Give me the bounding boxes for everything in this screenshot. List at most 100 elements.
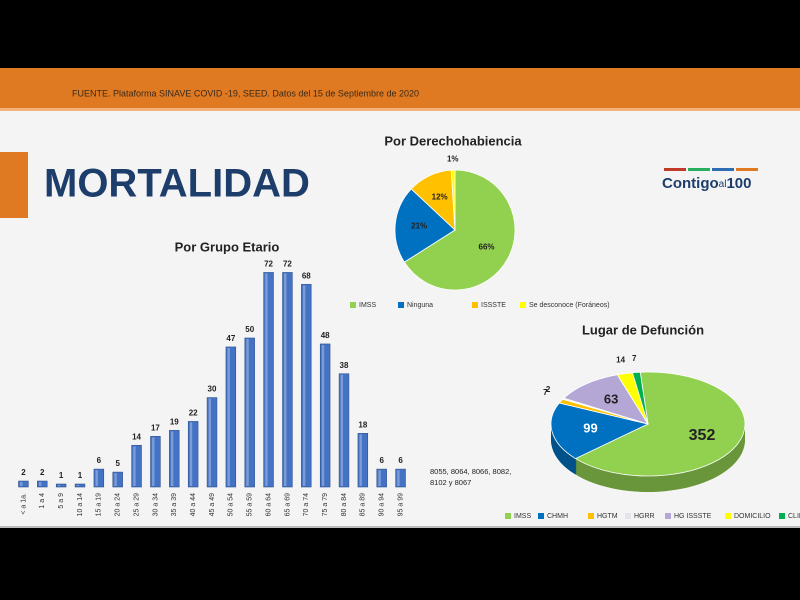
data-label: 50 xyxy=(245,325,254,334)
data-label: 352 xyxy=(689,427,716,444)
bar-highlight xyxy=(340,374,344,486)
pie-slice xyxy=(394,188,456,263)
bar xyxy=(150,436,161,488)
x-tick-label: 95 a 99 xyxy=(397,493,404,516)
pie-slice xyxy=(403,169,516,291)
legend-label: CHMH xyxy=(547,513,568,520)
data-label: 17 xyxy=(151,423,160,432)
bar xyxy=(55,483,67,488)
data-label: 38 xyxy=(340,361,349,370)
bar-highlight xyxy=(265,273,268,486)
x-tick-label: 5 a 9 xyxy=(58,493,65,509)
pie-slice xyxy=(450,169,456,231)
bar xyxy=(169,430,180,488)
bar-highlight xyxy=(189,422,193,486)
pie-slice xyxy=(574,371,746,477)
pie-slice xyxy=(563,374,649,425)
accent-block xyxy=(0,152,28,218)
x-tick-label: 45 a 49 xyxy=(209,493,216,516)
logo-stripe xyxy=(688,168,710,171)
bar xyxy=(37,480,48,488)
data-label: 48 xyxy=(321,331,330,340)
legend-swatch xyxy=(779,513,785,519)
bar xyxy=(112,471,123,488)
x-tick-label: 35 a 39 xyxy=(171,493,178,516)
bar xyxy=(395,468,406,488)
x-tick-label: 85 a 89 xyxy=(360,493,367,516)
data-label: 7 xyxy=(543,388,548,397)
data-label: 1 xyxy=(59,471,64,480)
data-label: 30 xyxy=(208,385,217,394)
bar-highlight xyxy=(302,285,306,486)
x-tick-label: 50 a 54 xyxy=(228,493,235,516)
legend-label: Ninguna xyxy=(407,302,433,309)
x-tick-label: 80 a 84 xyxy=(341,493,348,516)
data-label: 6 xyxy=(398,456,403,465)
legend-swatch xyxy=(538,513,544,519)
bar xyxy=(376,468,387,488)
pie-slice xyxy=(631,371,649,425)
data-label: 68 xyxy=(302,271,311,280)
legend-swatch xyxy=(625,513,631,519)
data-label: 5 xyxy=(115,459,120,468)
data-label: 1% xyxy=(447,154,459,163)
x-tick-label: 10 a 14 xyxy=(77,493,84,516)
legend-swatch xyxy=(350,302,356,308)
note: 8102 y 8067 xyxy=(430,478,471,487)
bar xyxy=(319,343,331,488)
logo-stripe xyxy=(736,168,758,171)
legend-swatch xyxy=(588,513,594,519)
legend-swatch xyxy=(665,513,671,519)
source-text: FUENTE. Plataforma SINAVE COVID -19, SEE… xyxy=(72,88,419,98)
logo-text: Contigoal100 xyxy=(662,175,751,192)
bar-highlight xyxy=(170,431,174,486)
bar-highlight xyxy=(284,273,287,486)
bar-highlight xyxy=(38,482,42,486)
x-tick-label: 30 a 34 xyxy=(152,493,159,516)
data-label: 14 xyxy=(616,356,625,365)
x-tick-label: 15 a 19 xyxy=(96,493,103,516)
legend-swatch xyxy=(472,302,478,308)
bar xyxy=(282,272,293,488)
page-title: MORTALIDAD xyxy=(44,162,310,206)
header-band xyxy=(0,68,800,108)
legend-swatch xyxy=(505,513,511,519)
x-tick-label: 90 a 94 xyxy=(379,493,386,516)
data-label: 72 xyxy=(264,260,273,269)
x-tick-label: 75 a 79 xyxy=(322,493,329,516)
x-tick-label: < a 1a. xyxy=(20,493,27,515)
bar xyxy=(338,373,350,488)
bar-highlight xyxy=(321,344,325,486)
bar-highlight xyxy=(359,434,362,486)
chart-title: Lugar de Defunción xyxy=(582,322,704,337)
legend-label: IMSS xyxy=(514,513,531,520)
bar-highlight xyxy=(152,437,155,486)
legend-label: HGRR xyxy=(634,513,655,520)
data-label: 12% xyxy=(432,193,448,202)
bar-highlight xyxy=(378,470,381,486)
data-label: 99 xyxy=(583,420,597,435)
logo-stripe xyxy=(712,168,734,171)
bar xyxy=(74,483,86,488)
bar xyxy=(301,284,312,488)
data-label: 21% xyxy=(411,222,427,231)
x-tick-label: 60 a 64 xyxy=(265,493,272,516)
legend-label: HGTM xyxy=(597,513,618,520)
legend-swatch xyxy=(725,513,731,519)
slide-bottom-edge xyxy=(0,526,800,528)
data-label: 1 xyxy=(78,471,83,480)
legend-swatch xyxy=(398,302,404,308)
legend-label: ISSSTE xyxy=(481,302,506,309)
bar xyxy=(357,433,369,488)
x-tick-label: 40 a 44 xyxy=(190,493,197,516)
data-label: 2 xyxy=(546,385,551,394)
x-tick-label: 65 a 69 xyxy=(284,493,291,516)
chart-title: Por Derechohabiencia xyxy=(384,133,522,148)
bar-highlight xyxy=(57,485,61,486)
bar-highlight xyxy=(133,446,136,486)
logo-part: 100 xyxy=(726,175,751,192)
bar xyxy=(18,480,29,488)
bar xyxy=(131,444,142,488)
legend-label: IMSS xyxy=(359,302,376,309)
legend-label: Se desconoce (Foráneos) xyxy=(529,302,610,309)
